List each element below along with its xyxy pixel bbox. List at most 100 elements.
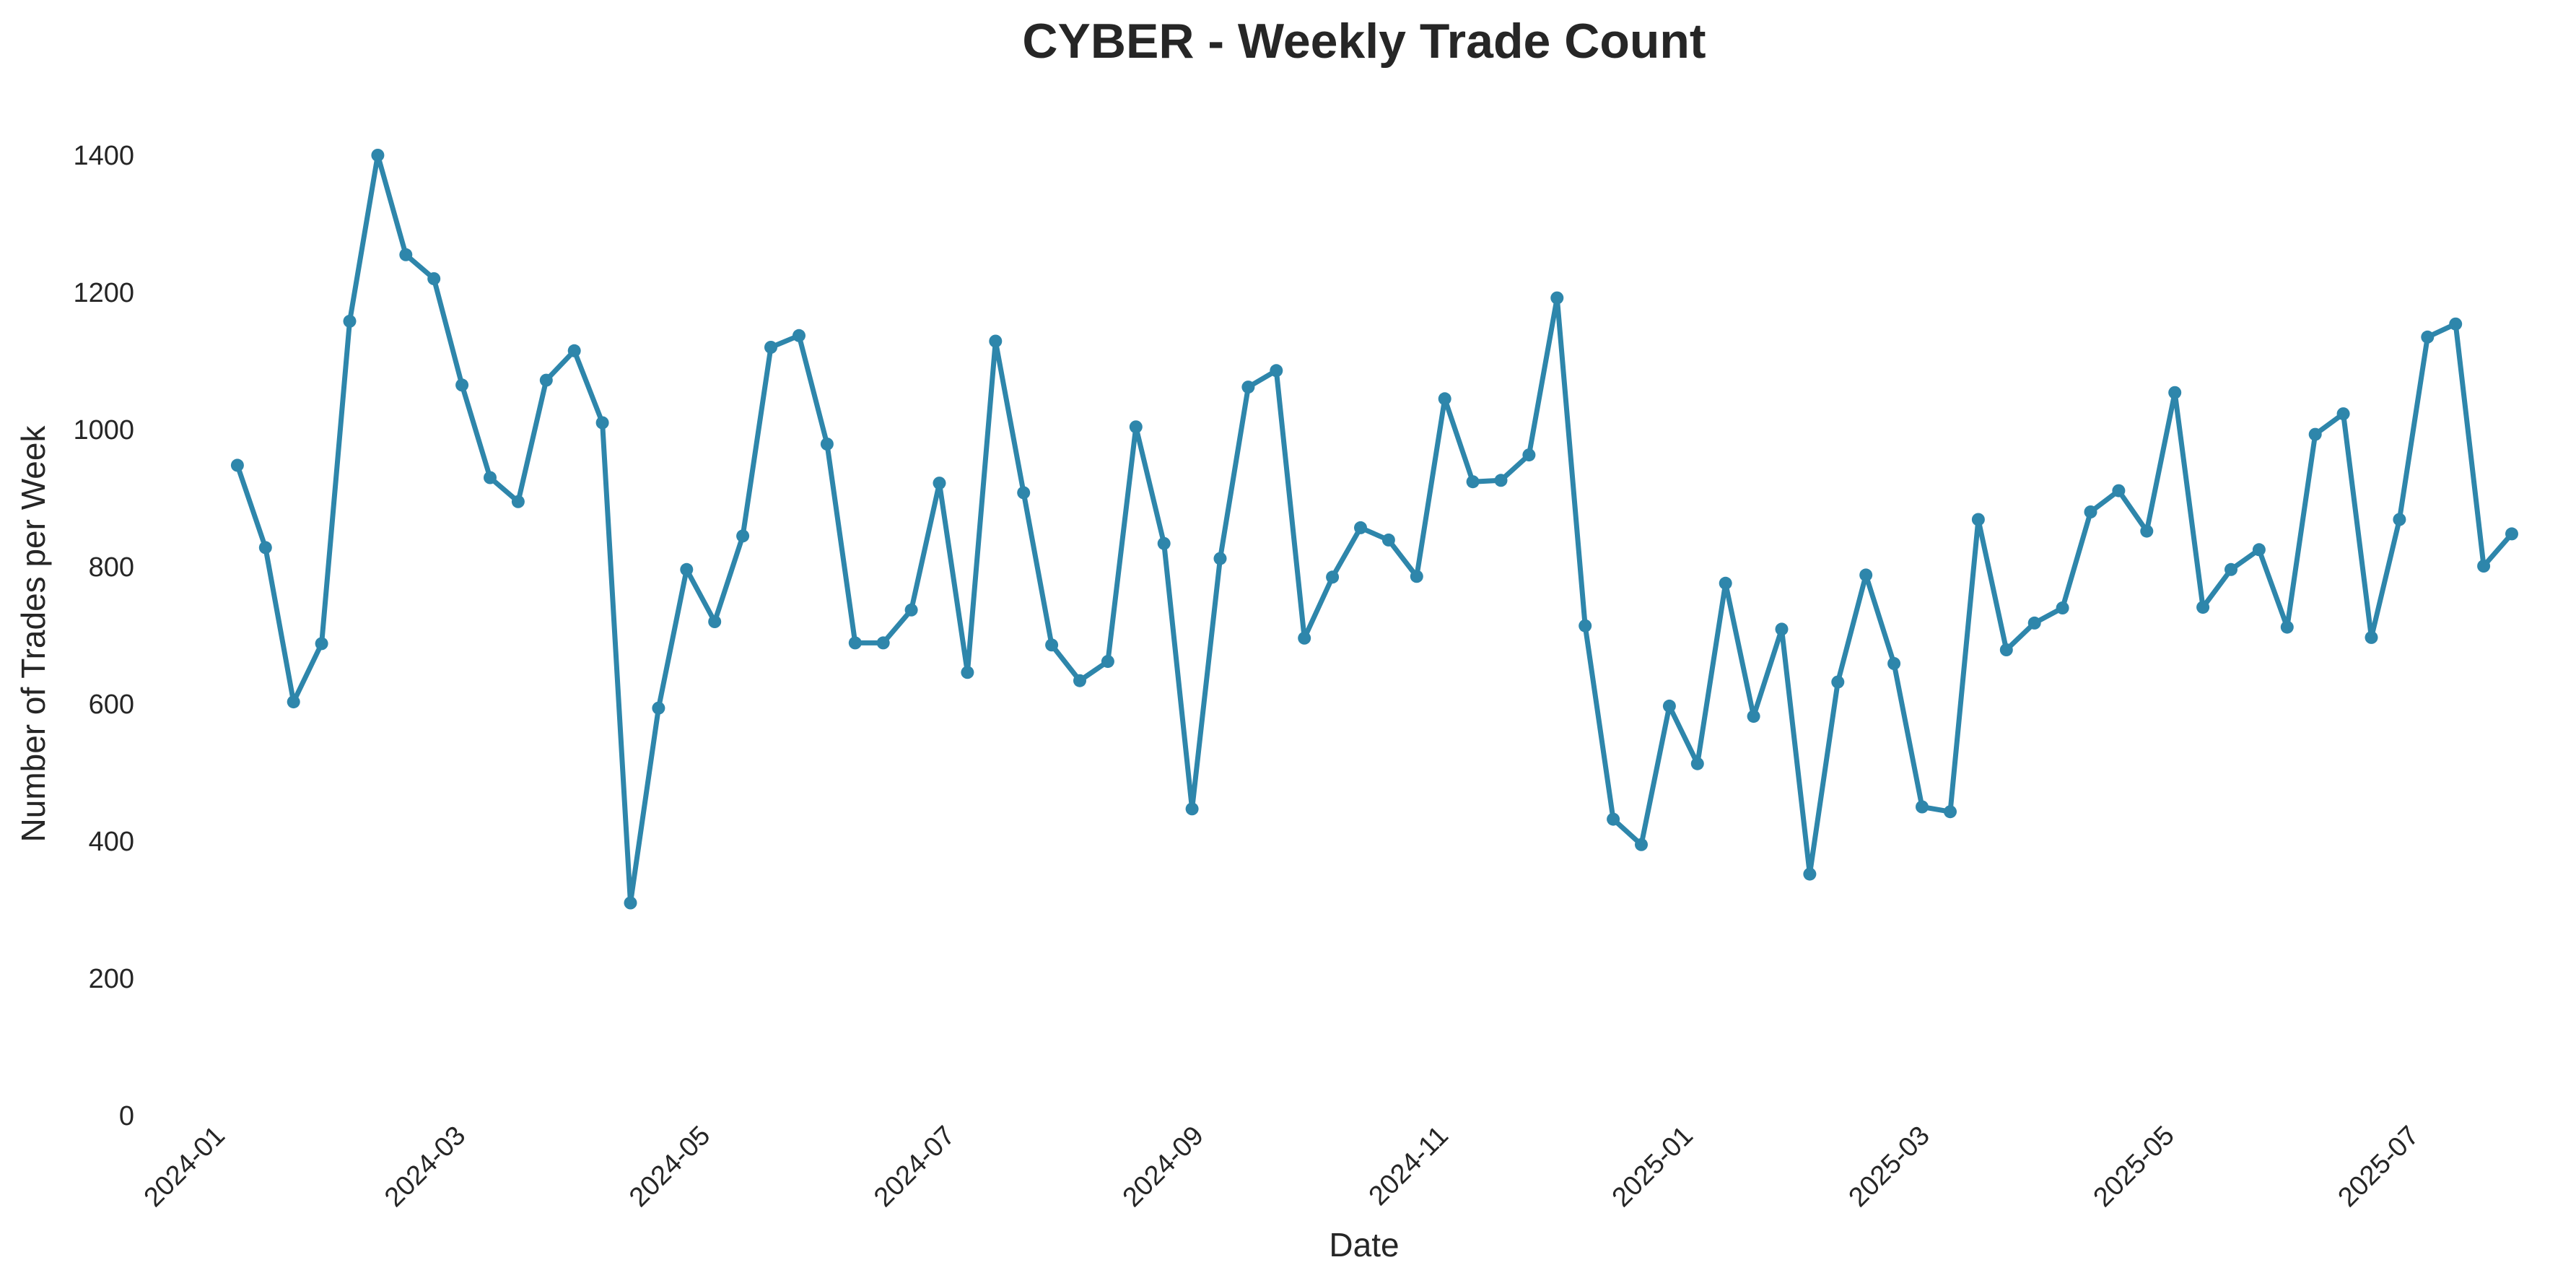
data-point [1185,802,1199,816]
data-point [820,438,834,451]
data-point [539,373,553,387]
data-point [708,615,722,628]
y-tick-label: 0 [119,1101,134,1131]
y-tick-label: 200 [89,964,134,994]
data-point [427,272,441,285]
data-point [1579,619,1592,633]
data-point [1944,805,1957,819]
data-point [2084,505,2097,518]
data-point [230,458,244,472]
y-axis-label: Number of Trades per Week [14,425,52,843]
data-point [2421,330,2435,344]
y-tick-label: 800 [89,552,134,583]
data-point [1298,631,1311,645]
data-point [1522,448,1536,462]
data-point [371,149,385,162]
data-point [989,334,1003,348]
series-line [235,152,2514,905]
data-point [736,529,750,543]
data-point [484,471,497,484]
data-point [2056,601,2069,614]
data-point [793,329,805,342]
data-point [1354,521,1367,534]
data-point [2196,601,2210,614]
data-point [2365,630,2378,644]
data-point [1831,675,1845,689]
data-point [1859,568,1873,582]
data-point [624,896,637,910]
data-point [1550,291,1564,305]
data-point [961,666,974,679]
x-axis-label: Date [1329,1226,1399,1264]
x-tick-label: 2024-01 [139,1121,231,1213]
data-point [258,541,272,555]
data-point [1494,474,1508,487]
x-tick-label: 2024-03 [379,1121,471,1213]
data-point [1775,622,1789,636]
data-point [904,603,918,617]
data-point [2112,484,2126,497]
data-point [1241,381,1255,394]
chart-title: CYBER - Weekly Trade Count [1022,14,1706,69]
data-point [848,636,862,650]
data-point [1017,486,1031,500]
data-point [1438,392,1451,406]
data-point [876,636,890,650]
data-point [2027,616,2041,630]
x-tick-label: 2025-07 [2333,1121,2425,1213]
data-point [595,416,609,430]
data-point [2224,562,2237,576]
x-tick-label: 2025-01 [1607,1121,1699,1213]
data-point [652,701,665,715]
x-tick-label: 2024-07 [868,1121,961,1213]
data-point [567,344,581,357]
data-point [1326,570,1340,584]
data-point [287,695,300,709]
data-point [1607,812,1620,826]
y-tick-label: 1400 [73,141,134,171]
data-point [764,341,777,354]
data-point [2280,620,2294,634]
data-point [1381,533,1395,547]
data-point [1662,699,1676,713]
data-point [315,637,328,651]
data-point [933,477,946,490]
y-tick-label: 600 [89,690,134,720]
x-tick-label: 2024-05 [624,1121,716,1213]
data-point [2308,427,2322,441]
y-axis-ticks: 0 200 400 600 800 1000 1200 1400 [73,141,134,1131]
data-point [511,495,525,508]
x-tick-label: 2025-05 [2088,1121,2180,1213]
x-tick-label: 2024-09 [1117,1121,1210,1213]
data-point [455,378,469,392]
data-point [399,248,413,261]
data-point [1803,867,1817,881]
y-tick-label: 1200 [73,278,134,308]
data-point [1045,638,1059,652]
x-tick-label: 2024-11 [1363,1121,1454,1212]
data-point [1747,710,1760,723]
data-point [1073,674,1086,687]
data-point [2477,560,2491,573]
data-point [680,562,694,576]
x-axis-ticks: 2024-01 2024-03 2024-05 2024-07 2024-09 2024-… [139,1121,2425,1213]
data-point [1635,838,1648,851]
data-point [2393,513,2406,526]
data-point [2449,317,2463,331]
data-point [1270,364,1283,378]
y-tick-label: 400 [89,827,134,857]
data-point [1157,536,1171,550]
data-point [2168,386,2182,399]
data-point [1213,552,1227,565]
data-point [1999,643,2013,656]
data-point [1887,657,1901,670]
data-point [2140,524,2154,538]
data-point [1101,655,1114,669]
data-point [1690,757,1704,770]
data-point [1971,513,1985,526]
data-point [1410,570,1423,583]
data-point [2252,543,2266,557]
series-layer [230,149,2518,910]
x-tick-label: 2025-03 [1843,1121,1936,1213]
